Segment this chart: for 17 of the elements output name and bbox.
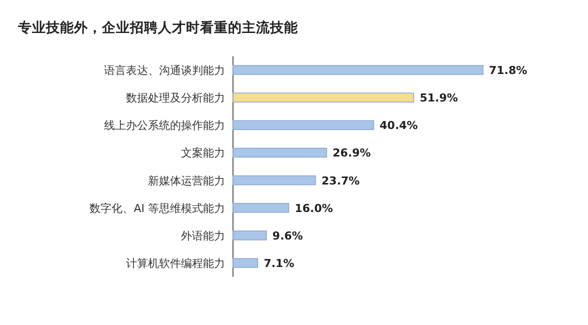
category-label: 数字化、AI 等思维模式能力 [90, 202, 225, 215]
category-label: 数据处理及分析能力 [126, 92, 225, 105]
category-label: 文案能力 [181, 146, 225, 160]
data-label: 7.1% [264, 257, 294, 270]
data-label: 9.6% [272, 229, 303, 242]
data-label: 40.4% [380, 119, 418, 132]
data-label: 23.7% [322, 174, 360, 188]
category-label: 计算机软件编程能力 [126, 257, 225, 270]
category-label: 语言表达、沟通谈判能力 [104, 64, 225, 77]
data-label: 51.9% [420, 92, 458, 105]
data-label: 71.8% [489, 64, 528, 77]
category-label: 外语能力 [181, 229, 225, 242]
category-label: 线上办公系统的操作能力 [104, 119, 225, 132]
category-label: 新媒体运营能力 [148, 174, 225, 188]
title: 专业技能外，企业招聘人才时看重的主流技能 [18, 20, 298, 36]
data-label: 16.0% [294, 202, 333, 215]
data-label: 26.9% [332, 146, 371, 160]
